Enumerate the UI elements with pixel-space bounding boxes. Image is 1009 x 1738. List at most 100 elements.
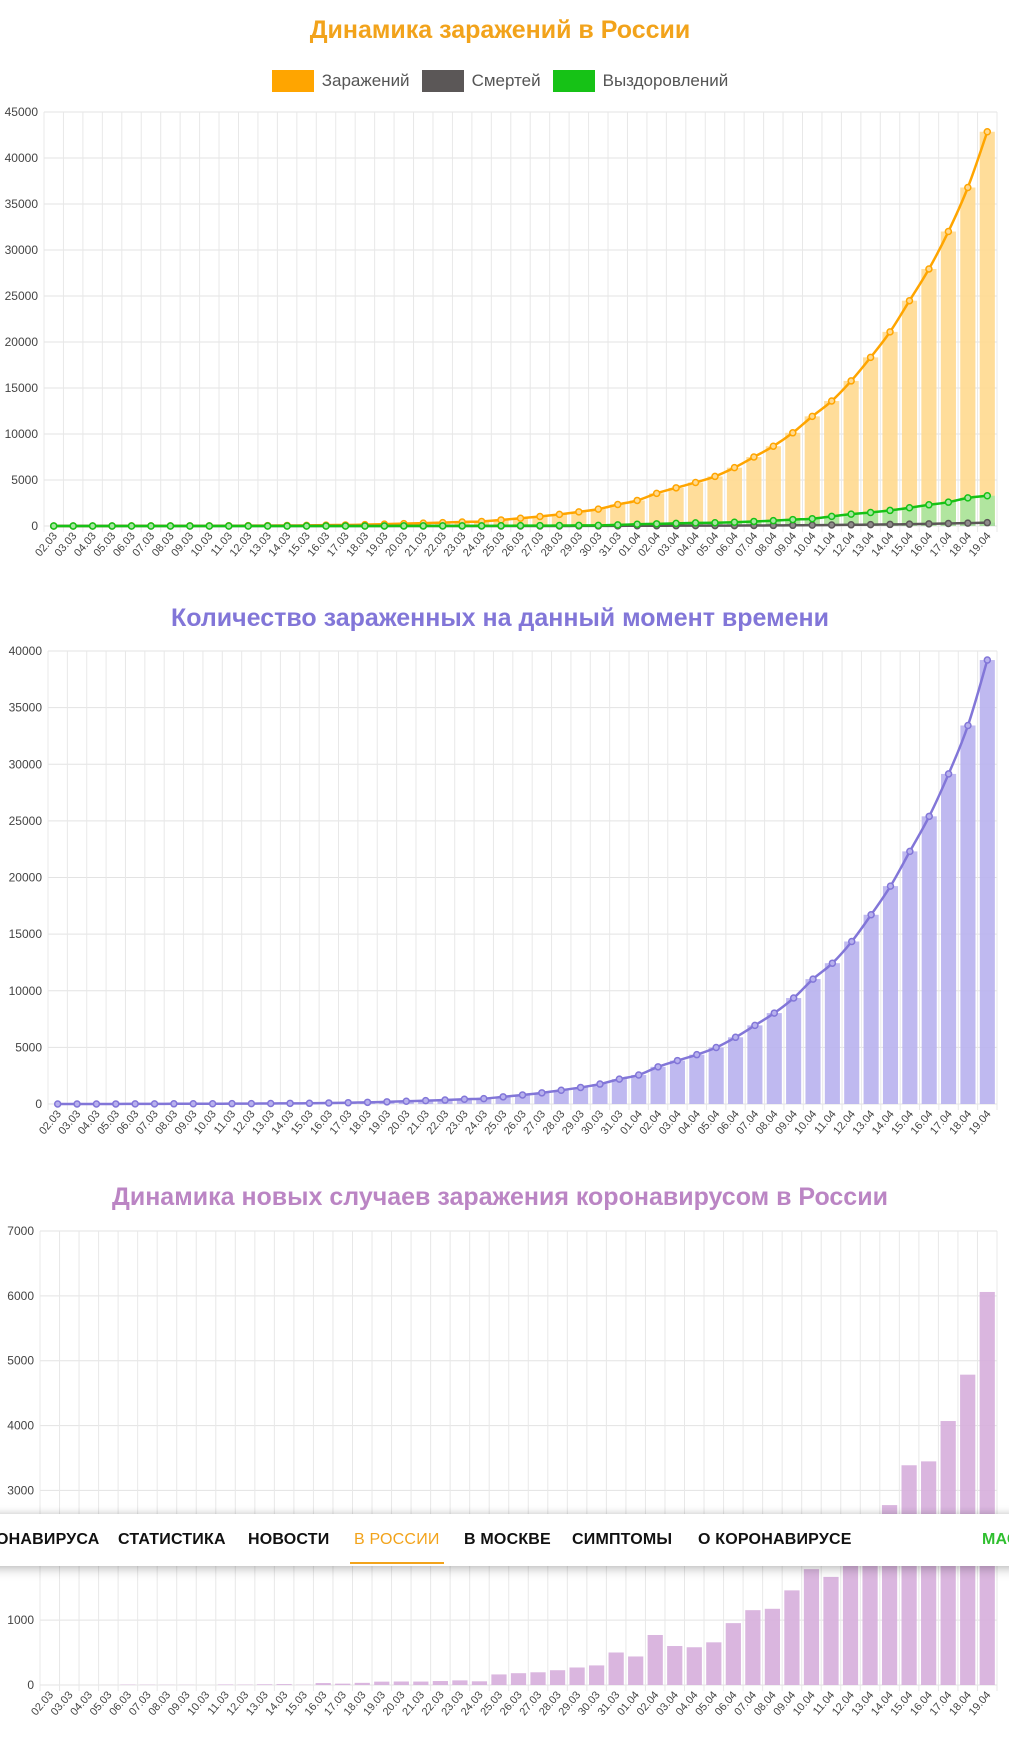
data-point [983,491,992,500]
nav-item-statistics[interactable]: СТАТИСТИКА [118,1531,226,1548]
bar [514,1094,531,1104]
data-point [925,520,933,528]
nav-item-in-moscow[interactable]: В МОСКВЕ [464,1531,551,1548]
bar [921,504,937,526]
bar [687,482,704,526]
data-point [499,1093,507,1101]
data-point [847,937,856,946]
data-point [827,512,836,521]
grid [39,1230,998,1691]
bar [471,1681,488,1685]
bar [803,1569,820,1685]
data-point [557,1086,565,1095]
y-tick-label: 7000 [7,1224,34,1238]
y-tick-label: 30000 [9,757,43,771]
data-point [964,519,972,527]
data-point [866,508,875,517]
bar [569,1667,585,1685]
data-point [691,478,700,487]
bar [862,512,879,526]
data-point [576,1083,585,1092]
data-point [341,522,350,530]
data-point [596,1080,604,1088]
bar [610,504,626,526]
data-point [302,522,311,530]
bar [921,816,937,1104]
data-point [731,1033,740,1042]
data-point [225,522,233,530]
bar [374,1681,390,1685]
bar [689,1054,705,1104]
data-point [383,1098,391,1106]
y-tick-label: 10000 [5,427,39,441]
bar [628,1656,644,1685]
nav-item-symptoms[interactable]: СИМПТОМЫ [572,1531,673,1548]
data-point [49,522,58,530]
nav-item-news[interactable]: НОВОСТИ [248,1531,330,1548]
bar [589,1665,605,1685]
nav-item-label: В РОССИИ [354,1531,440,1548]
bar [960,725,976,1104]
bar [785,432,801,526]
bar [842,1543,859,1685]
y-tick-label: 0 [35,1097,42,1111]
bar [882,886,899,1104]
bar [921,268,937,526]
data-point [613,521,622,529]
nav-item-in-russia[interactable]: В РОССИИ [350,1514,444,1566]
data-point [538,1089,546,1097]
data-point [555,510,564,519]
data-point [497,522,505,530]
data-point [575,521,583,530]
bar [393,1681,409,1685]
chart-title: Динамика новых случаев заражения коронав… [112,1183,888,1211]
legend-item-recoveries[interactable]: Выздоровлений [552,70,728,92]
y-tick-label: 4000 [7,1419,34,1433]
bar [354,1682,370,1685]
data-point [575,508,583,516]
bar [413,1681,429,1685]
y-tick-label: 40000 [9,644,43,658]
data-point [305,1099,314,1108]
legend-item-infections[interactable]: Заражений [271,70,410,92]
data-point [983,518,992,527]
data-point [750,517,758,526]
legend-item-deaths[interactable]: Смертей [421,70,541,92]
bar [940,502,956,526]
data-point [847,377,855,385]
bar [708,1047,724,1104]
chart-title: Динамика заражений в России [309,16,691,44]
bar [276,1684,292,1685]
data-point [886,520,894,529]
data-point [673,1056,682,1065]
nav-item-about[interactable]: О КОРОНАВИРУСЕ [698,1531,852,1548]
data-point [789,515,797,524]
bar [686,1647,702,1685]
data-point [516,514,525,523]
data-point [361,522,369,530]
nav-item-masks[interactable]: МАС [982,1531,1009,1548]
bar [315,1683,331,1685]
data-point [536,521,544,530]
data-point [594,521,603,530]
bar [823,1576,839,1685]
nav-item-coronavirus[interactable]: ОНАВИРУСА [0,1531,100,1548]
bar [765,446,781,526]
bar [979,495,995,526]
y-tick-label: 25000 [5,289,39,303]
bar [256,1684,273,1685]
data-point [750,453,758,461]
bar [862,357,879,526]
data-point [205,522,214,530]
y-tick-label: 0 [31,519,38,533]
bar [747,1025,763,1104]
active-underline [350,1562,444,1564]
data-point [266,1099,275,1108]
data-point [283,522,291,530]
grid [47,650,998,1110]
y-tick-label: 5000 [7,1354,34,1368]
data-point [847,510,855,518]
data-point [634,1071,643,1079]
line-series [53,656,992,1108]
data-point [380,522,389,530]
